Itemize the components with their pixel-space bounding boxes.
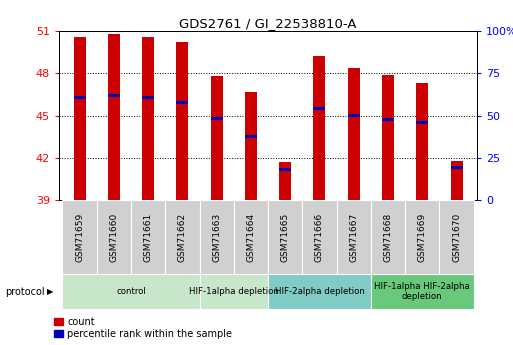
Text: GSM71664: GSM71664	[246, 213, 255, 262]
Bar	[211, 76, 223, 200]
Bar	[200, 200, 234, 274]
Text: control: control	[116, 287, 146, 296]
Text: GSM71670: GSM71670	[452, 213, 461, 262]
Bar	[176, 42, 188, 200]
Text: GSM71665: GSM71665	[281, 213, 290, 262]
Text: HIF-1alpha HIF-2alpha
depletion: HIF-1alpha HIF-2alpha depletion	[374, 282, 470, 301]
Bar	[200, 274, 268, 309]
Bar	[63, 274, 200, 309]
Bar	[108, 94, 120, 97]
Bar	[382, 75, 394, 200]
Text: GSM71668: GSM71668	[384, 213, 392, 262]
Bar	[416, 121, 428, 124]
Bar	[382, 118, 394, 121]
Text: GSM71667: GSM71667	[349, 213, 358, 262]
Bar	[279, 162, 291, 200]
Bar	[165, 200, 200, 274]
Bar	[176, 101, 188, 105]
Text: protocol: protocol	[5, 287, 45, 296]
Bar	[211, 117, 223, 120]
Bar	[302, 200, 337, 274]
Text: GSM71663: GSM71663	[212, 213, 221, 262]
Bar	[268, 274, 371, 309]
Title: GDS2761 / GI_22538810-A: GDS2761 / GI_22538810-A	[179, 17, 357, 30]
Text: GSM71660: GSM71660	[109, 213, 119, 262]
Text: GSM71669: GSM71669	[418, 213, 427, 262]
Bar	[348, 68, 360, 200]
Bar	[96, 200, 131, 274]
Bar	[234, 200, 268, 274]
Text: GSM71666: GSM71666	[315, 213, 324, 262]
Legend: count, percentile rank within the sample: count, percentile rank within the sample	[53, 317, 232, 339]
Bar	[245, 135, 257, 138]
Bar	[405, 200, 440, 274]
Bar	[245, 92, 257, 200]
Bar	[371, 200, 405, 274]
Bar	[142, 37, 154, 200]
Text: GSM71661: GSM71661	[144, 213, 152, 262]
Bar	[450, 166, 463, 169]
Bar	[313, 57, 325, 200]
Bar	[279, 168, 291, 171]
Bar	[371, 274, 473, 309]
Bar	[108, 34, 120, 200]
Bar	[73, 96, 86, 99]
Bar	[450, 161, 463, 200]
Bar	[337, 200, 371, 274]
Bar	[268, 200, 302, 274]
Bar	[348, 114, 360, 117]
Bar	[73, 37, 86, 200]
Bar	[416, 83, 428, 200]
Bar	[440, 200, 473, 274]
Bar	[63, 200, 96, 274]
Bar	[131, 200, 165, 274]
Text: HIF-2alpha depletion: HIF-2alpha depletion	[274, 287, 364, 296]
Text: GSM71659: GSM71659	[75, 213, 84, 262]
Text: ▶: ▶	[47, 287, 54, 296]
Bar	[313, 107, 325, 110]
Text: GSM71662: GSM71662	[178, 213, 187, 262]
Text: HIF-1alpha depletion: HIF-1alpha depletion	[189, 287, 279, 296]
Bar	[142, 96, 154, 99]
